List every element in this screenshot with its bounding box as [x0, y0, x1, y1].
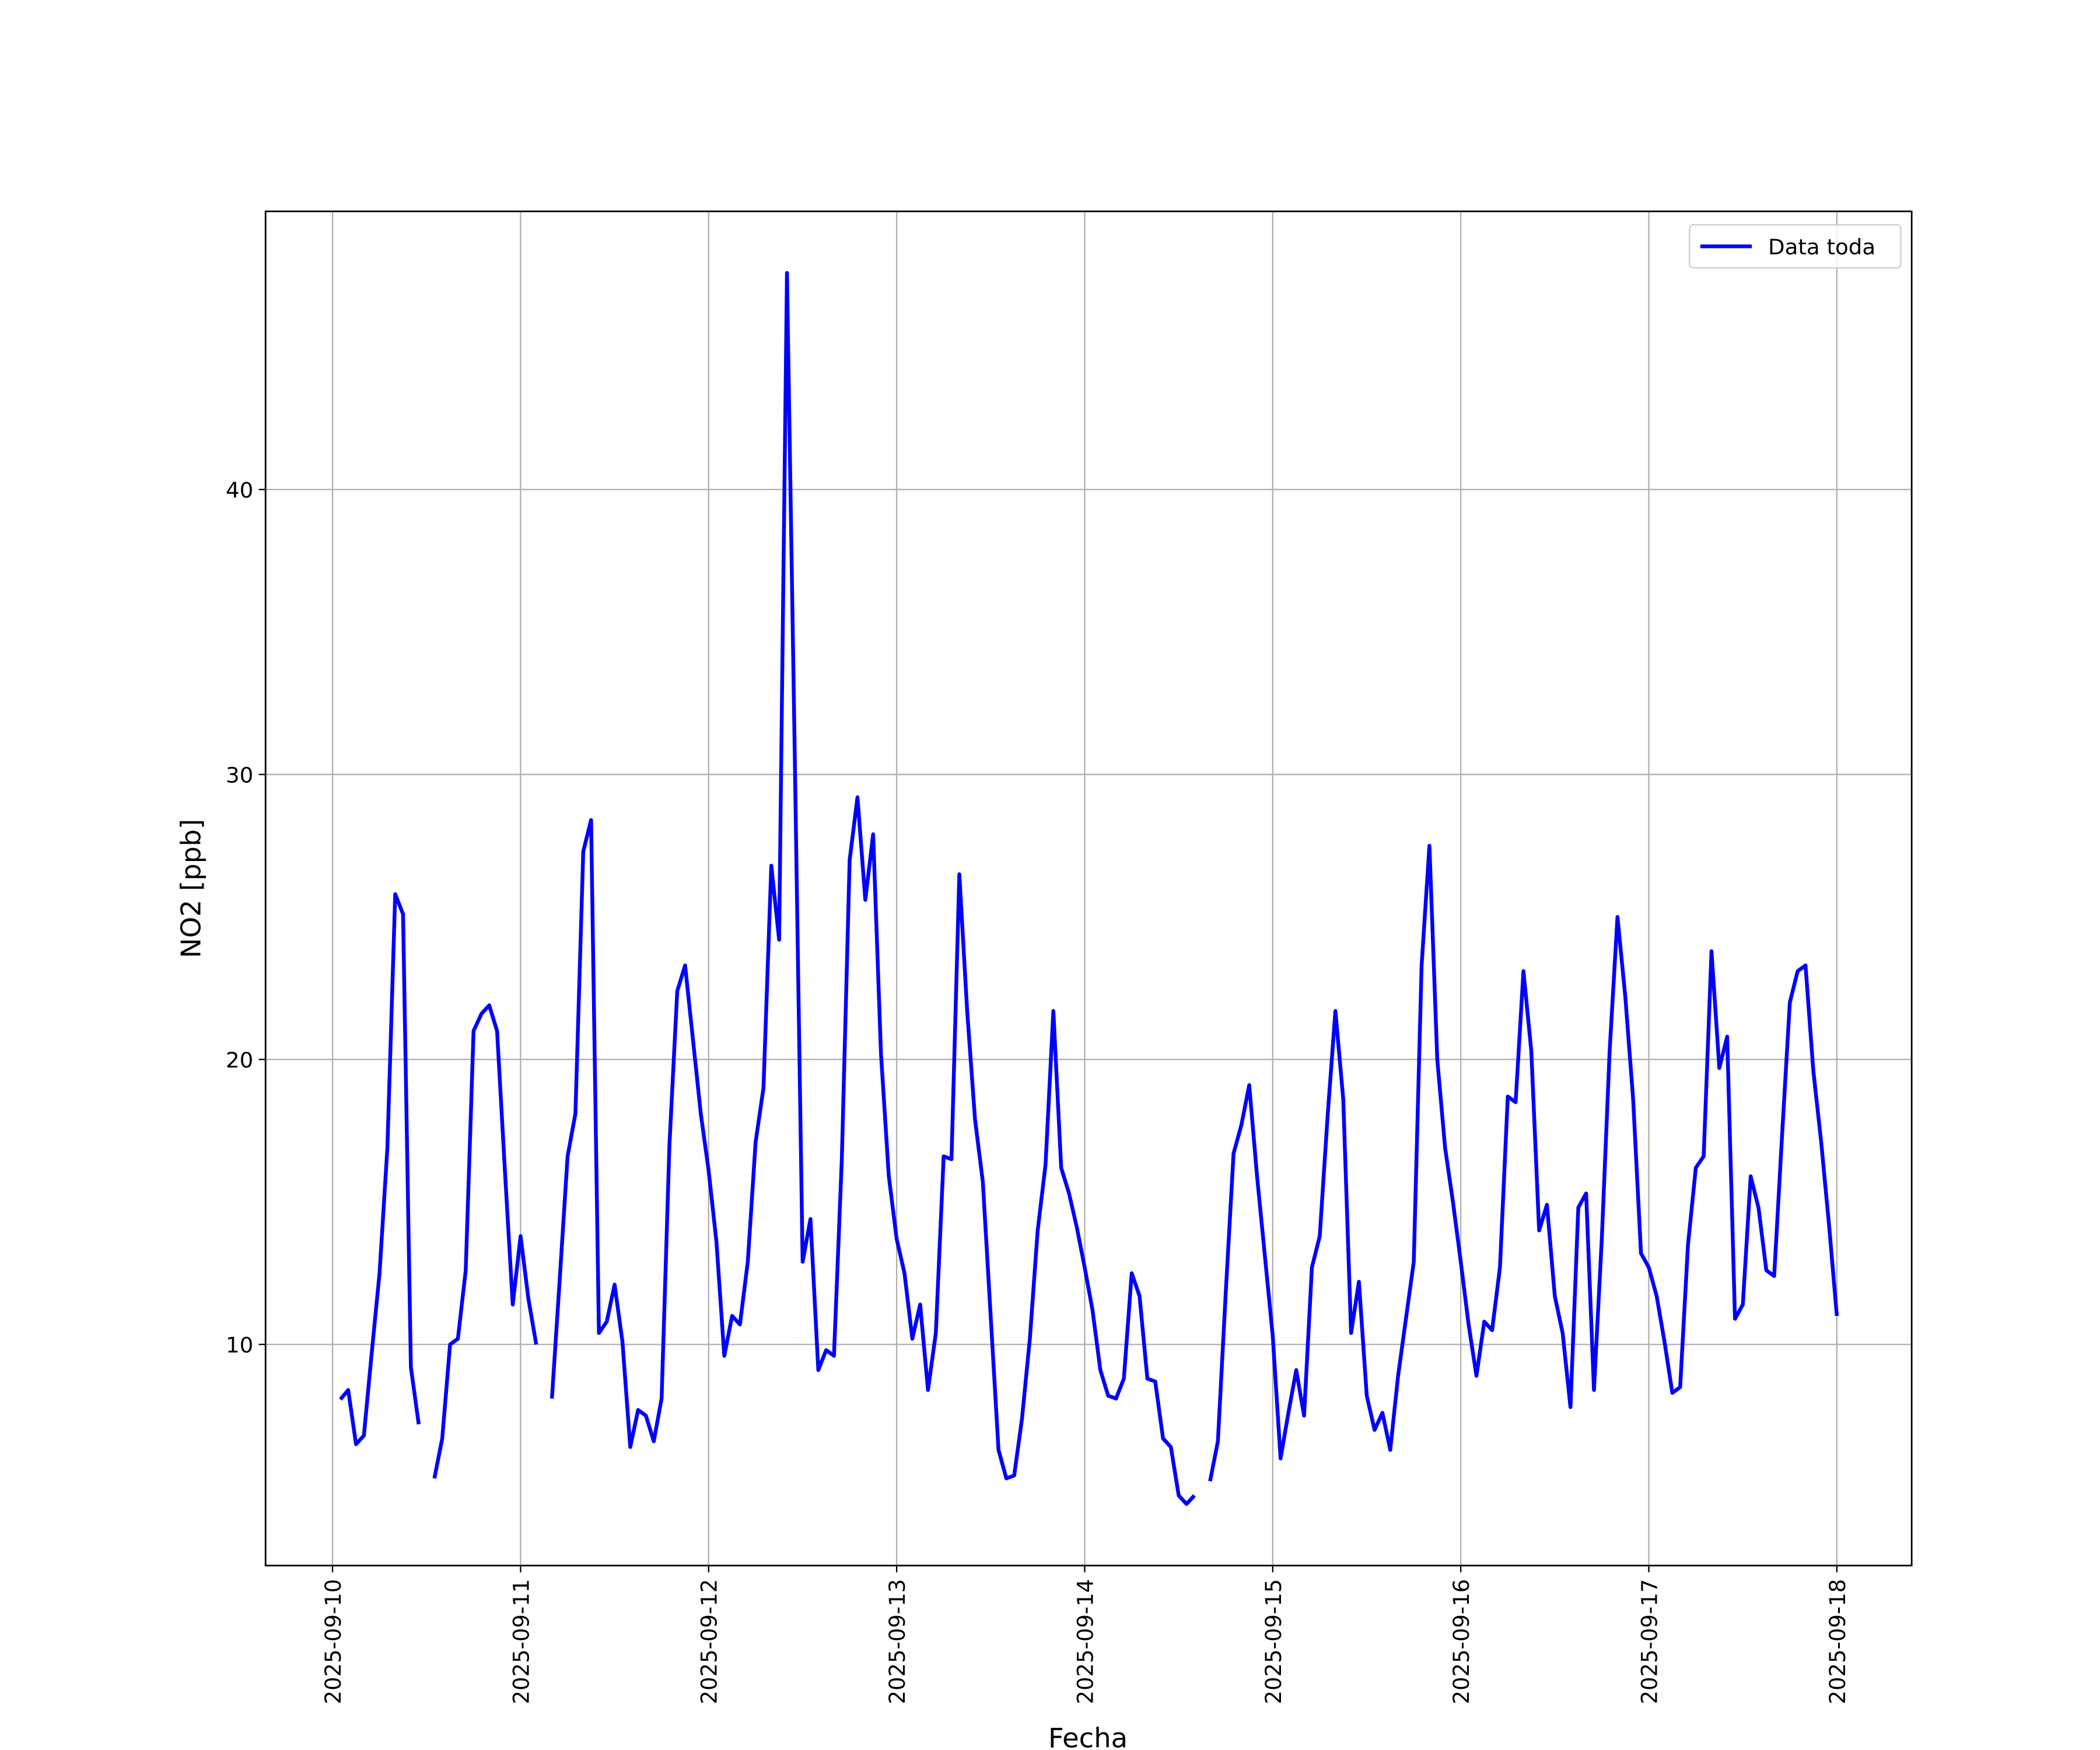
legend-label: Data toda [1768, 235, 1875, 260]
legend: Data toda [1689, 224, 1902, 269]
data-line [338, 271, 1839, 1506]
x-tick-label: 2025-09-13 [885, 1579, 910, 1704]
x-tick-label: 2025-09-10 [321, 1579, 346, 1704]
x-tick-label: 2025-09-11 [509, 1579, 534, 1704]
y-tick-label: 20 [226, 1048, 253, 1073]
x-tick-label: 2025-09-17 [1637, 1579, 1662, 1704]
x-tick-label: 2025-09-14 [1073, 1579, 1098, 1704]
x-tick-label: 2025-09-18 [1825, 1579, 1850, 1704]
plot-area [338, 271, 1839, 1506]
x-tick-label: 2025-09-16 [1449, 1579, 1474, 1704]
y-tick-label: 10 [226, 1333, 253, 1358]
x-tick-label: 2025-09-15 [1261, 1579, 1286, 1704]
y-tick-label: 40 [226, 478, 253, 503]
x-axis-label: Fecha [1048, 1723, 1128, 1750]
legend-box [1689, 224, 1902, 269]
y-tick-label: 30 [226, 763, 253, 788]
x-tick-label: 2025-09-12 [697, 1579, 722, 1704]
y-axis-label: NO2 [ppb] [176, 819, 207, 958]
axes-frame [264, 210, 1913, 1567]
